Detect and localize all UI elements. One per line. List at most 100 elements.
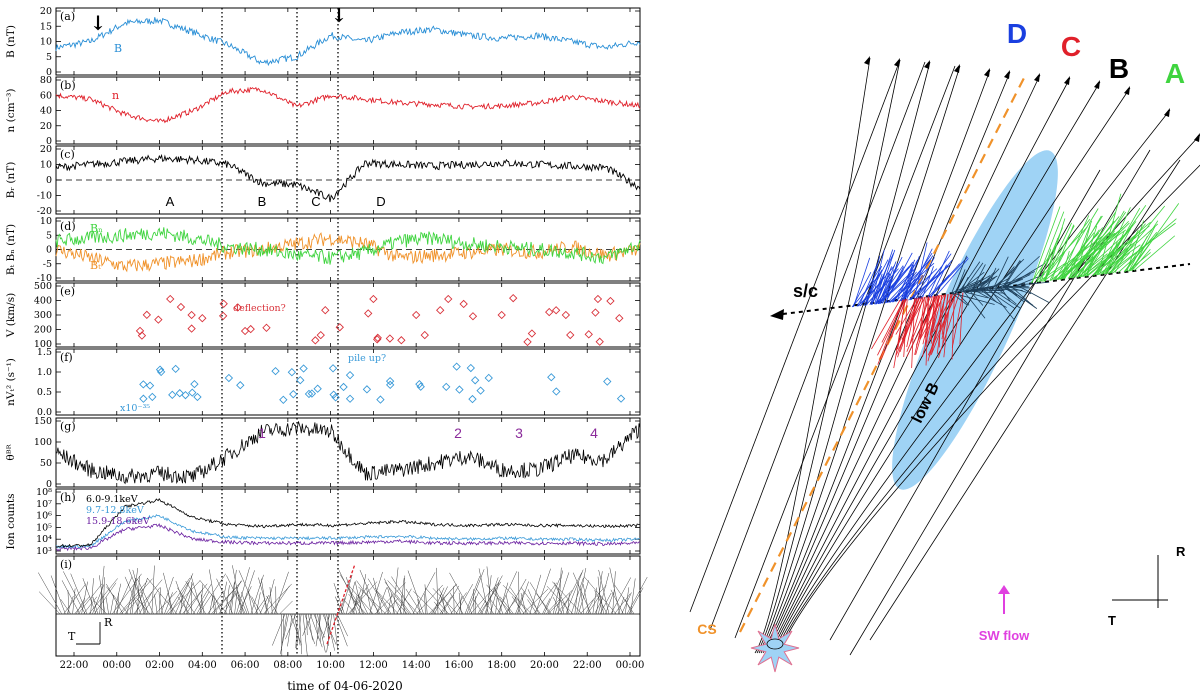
field-vector: [384, 578, 403, 615]
annotation-deflection: deflection?: [233, 303, 286, 314]
field-vector: [151, 565, 155, 615]
field-vector: [333, 583, 345, 615]
field-vector: [254, 598, 266, 615]
vector-region-C: [938, 292, 960, 358]
field-vector: [259, 594, 269, 615]
field-vector: [199, 579, 228, 615]
data-point-nV: [415, 379, 424, 389]
field-vector: [396, 594, 412, 615]
field-vector: [281, 613, 288, 648]
vector-region-C: [871, 299, 901, 350]
data-point-nV: [271, 366, 280, 376]
field-vector: [317, 613, 326, 653]
field-line-arrowhead: [1064, 76, 1070, 85]
field-vector: [209, 569, 217, 615]
data-point-V: [311, 336, 320, 345]
field-vector: [270, 585, 290, 615]
field-vector: [546, 585, 574, 615]
y-tick-label: 200: [34, 325, 52, 336]
y-tick-label: 500: [34, 281, 52, 292]
field-vector: [160, 576, 174, 615]
panel-tag: (f): [60, 351, 73, 364]
field-vector: [82, 578, 97, 615]
vector-region-A: [1082, 211, 1126, 277]
data-point-V: [233, 303, 242, 312]
panel-frame: [55, 348, 641, 416]
field-vector: [113, 583, 122, 615]
field-vector: [486, 566, 493, 615]
field-vector: [260, 578, 268, 615]
vector-region-B: [995, 266, 1015, 288]
field-line: [766, 74, 1041, 654]
field-vector: [63, 571, 86, 615]
field-vector: [192, 584, 212, 615]
vector-region-A: [1129, 243, 1150, 272]
vector-region-D: [879, 270, 904, 304]
y-axis-label: Bᵣ (nT): [5, 162, 17, 199]
field-vector: [216, 578, 234, 615]
x-tick-label: 18:00: [487, 660, 516, 671]
vector-region-D: [863, 278, 883, 306]
field-vector: [376, 587, 387, 615]
vector-region-A: [1131, 249, 1151, 272]
panel-frame: [55, 555, 641, 657]
field-vector: [38, 572, 63, 615]
panel-tag: (a): [60, 10, 75, 23]
data-point-V: [497, 310, 506, 320]
vector-region-D: [910, 272, 933, 301]
field-vector: [158, 587, 161, 615]
field-vector: [387, 580, 419, 615]
series-BN: [55, 227, 641, 265]
panel-g: (g) 0 50 100 150 θᴮᴿ 1 2 3 4: [5, 416, 641, 490]
vector-region-C: [951, 292, 964, 348]
vector-region-D: [884, 266, 905, 304]
field-line-arrowhead: [1164, 108, 1170, 117]
vector-region-A: [1043, 222, 1072, 282]
field-vector: [302, 613, 308, 656]
data-point-nV: [552, 387, 561, 396]
x-tick-label: 16:00: [445, 660, 474, 671]
field-vector: [251, 596, 262, 615]
field-vector: [464, 575, 481, 615]
field-vector: [486, 575, 492, 615]
field-vector: [287, 613, 293, 647]
vector-region-B: [988, 288, 1016, 321]
interval-label-4: 4: [590, 425, 598, 441]
vector-region-B: [1005, 286, 1038, 309]
field-vector: [529, 574, 542, 615]
field-vector: [387, 587, 396, 615]
field-vector: [169, 581, 190, 615]
field-vector: [605, 592, 614, 615]
marker-arrow: ↓: [331, 3, 348, 27]
vector-region-B: [1004, 260, 1022, 287]
data-point-nV: [299, 364, 308, 373]
vector-region-C: [891, 299, 906, 338]
vector-region-B: [990, 287, 1022, 309]
data-point-V: [551, 306, 561, 315]
marker-arrow: ↓: [90, 11, 107, 35]
y-tick-label: 20: [40, 121, 52, 132]
vector-region-D: [875, 273, 891, 305]
spacecraft-label: s/c: [793, 281, 818, 301]
field-vector: [387, 593, 393, 615]
field-vector: [594, 590, 608, 615]
data-point-V: [436, 306, 445, 315]
data-point-nV: [224, 373, 234, 383]
vector-region-B: [955, 269, 966, 293]
data-point-nV: [190, 379, 199, 389]
vector-region-A: [1098, 207, 1131, 275]
field-vector: [315, 613, 322, 647]
field-line-arrowhead: [1124, 86, 1130, 95]
vector-region-D: [910, 257, 935, 301]
vector-region-A: [1123, 232, 1158, 272]
data-point-V: [218, 311, 228, 321]
field-vector: [487, 596, 502, 615]
field-vector: [359, 569, 379, 615]
interval-label-1: 1: [258, 425, 266, 441]
field-vector: [290, 613, 302, 645]
field-vector: [273, 571, 289, 615]
data-point-V: [154, 315, 163, 324]
field-vector: [225, 585, 230, 615]
